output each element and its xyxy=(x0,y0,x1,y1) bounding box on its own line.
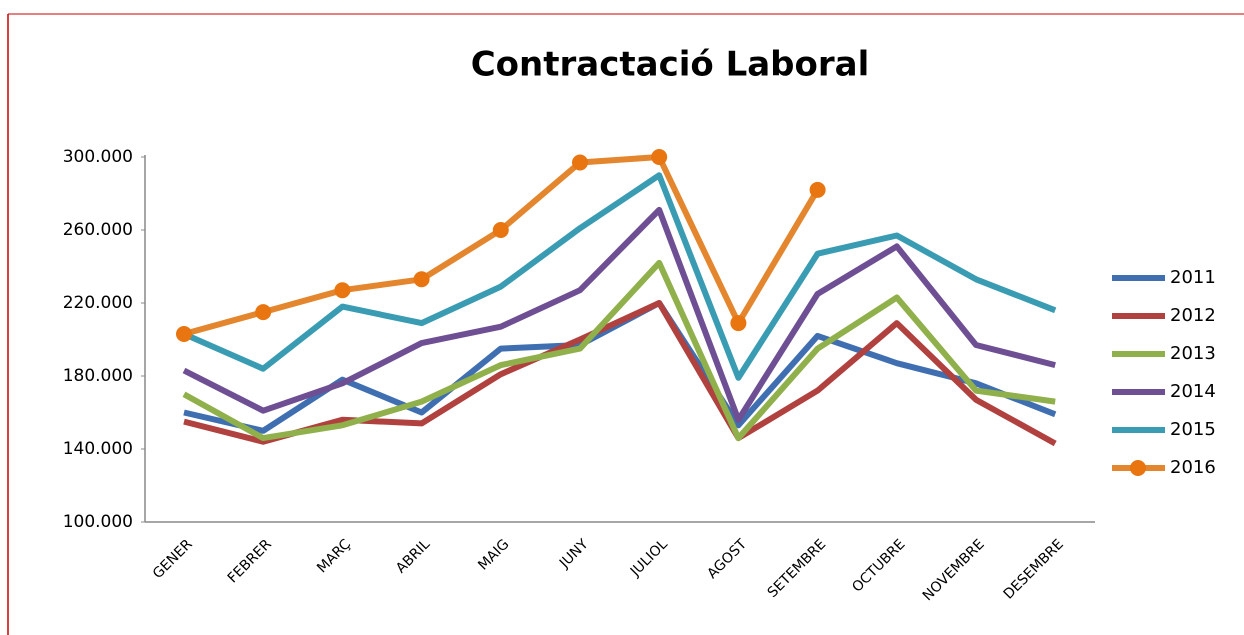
x-tick-label: FEBRER xyxy=(225,536,275,586)
y-tick-label: 180.000 xyxy=(63,366,133,386)
point-marker xyxy=(413,271,430,288)
legend-label: 2013 xyxy=(1170,343,1216,364)
legend-label: 2016 xyxy=(1170,457,1216,478)
point-marker xyxy=(572,154,588,171)
x-tick-label: MARÇ xyxy=(314,536,354,576)
x-tick-label: GENER xyxy=(150,536,196,582)
x-tick-label: DESEMBRE xyxy=(1001,536,1067,602)
point-marker xyxy=(809,181,826,198)
point-marker xyxy=(176,326,192,343)
y-tick-label: 100.000 xyxy=(63,512,133,532)
series-line xyxy=(183,154,821,337)
point-marker xyxy=(492,222,509,238)
point-marker xyxy=(730,315,747,332)
point-marker xyxy=(334,282,351,299)
y-tick-label: 220.000 xyxy=(63,293,133,313)
legend-label: 2012 xyxy=(1170,305,1216,326)
series-line xyxy=(182,172,1057,381)
chart-title: Contractació Laboral xyxy=(471,45,870,85)
x-tick-label: SETEMBRE xyxy=(765,536,830,601)
legend-label: 2011 xyxy=(1170,267,1216,288)
legend-marker xyxy=(1130,460,1146,476)
legend-label: 2014 xyxy=(1170,381,1216,402)
series-line xyxy=(182,259,1056,442)
x-tick-label: AGOST xyxy=(704,536,750,582)
x-tick-label: JULIOL xyxy=(627,536,671,580)
point-marker xyxy=(651,149,668,165)
x-tick-label: JUNY xyxy=(556,536,592,572)
x-tick-label: NOVEMBRE xyxy=(920,536,988,604)
series-line xyxy=(182,206,1056,423)
legend-label: 2015 xyxy=(1170,419,1216,440)
x-tick-label: OCTUBRE xyxy=(849,536,908,595)
point-marker xyxy=(255,304,272,321)
x-tick-label: MAIG xyxy=(475,536,512,573)
y-tick-label: 260.000 xyxy=(63,220,133,240)
y-tick-label: 140.000 xyxy=(63,439,133,459)
x-tick-label: ABRIL xyxy=(393,536,433,576)
series-line xyxy=(183,300,1057,447)
y-tick-label: 300.000 xyxy=(63,147,133,167)
